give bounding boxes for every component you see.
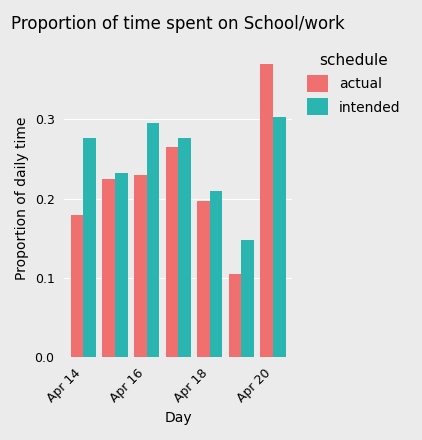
Bar — [241, 240, 254, 357]
Bar — [70, 215, 83, 357]
Bar — [165, 147, 178, 357]
Bar — [273, 117, 286, 357]
Bar — [102, 179, 115, 357]
Bar — [146, 123, 159, 357]
Bar — [260, 64, 273, 357]
Bar — [83, 138, 96, 357]
Bar — [229, 274, 241, 357]
Bar — [115, 173, 127, 357]
Y-axis label: Proportion of daily time: Proportion of daily time — [15, 117, 29, 280]
Bar — [178, 138, 191, 357]
Title: Proportion of time spent on School/work: Proportion of time spent on School/work — [11, 15, 345, 33]
Legend: actual, intended: actual, intended — [301, 47, 406, 121]
Bar — [197, 201, 210, 357]
Bar — [210, 191, 222, 357]
X-axis label: Day: Day — [165, 411, 192, 425]
Bar — [134, 175, 146, 357]
